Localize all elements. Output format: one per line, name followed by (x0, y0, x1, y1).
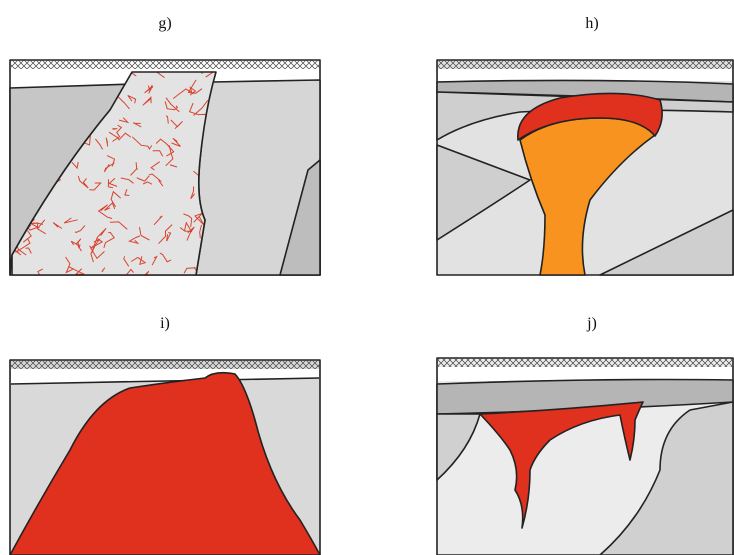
panel-label: h) (585, 15, 598, 32)
panel-h (437, 60, 733, 275)
panel-j (437, 358, 733, 555)
panel-label: i) (160, 315, 170, 332)
panel-g (5, 50, 320, 279)
panel-label: j) (586, 315, 597, 332)
diagram: g) h) i) j) (0, 0, 734, 555)
panel-label: g) (158, 15, 171, 32)
panel-i (10, 360, 320, 555)
